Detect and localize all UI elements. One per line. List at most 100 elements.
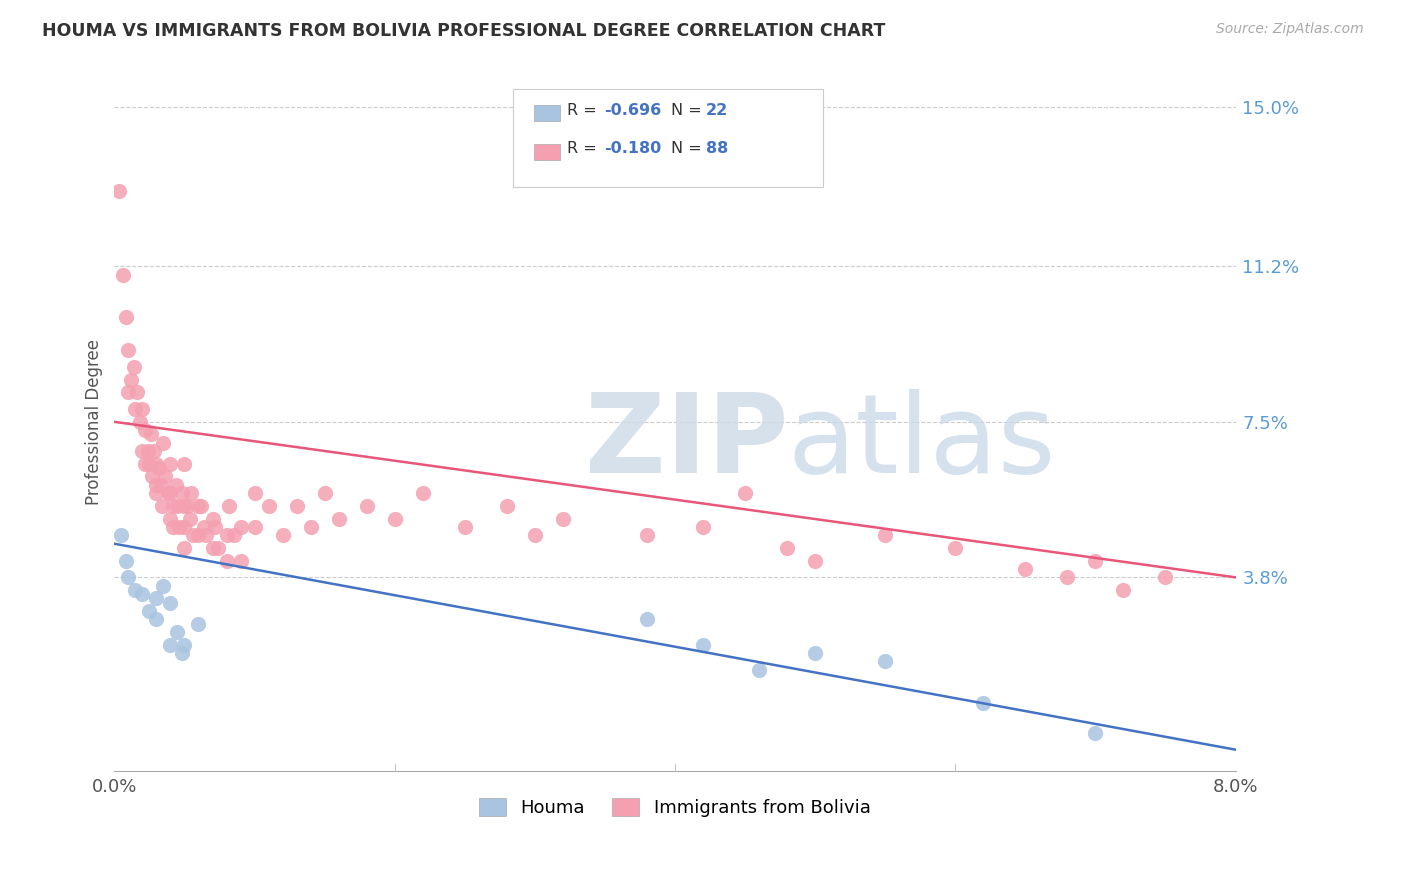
- Point: [875, 654, 897, 668]
- Point: [692, 520, 714, 534]
- Point: [194, 528, 217, 542]
- Point: [748, 663, 770, 677]
- Text: R =: R =: [567, 142, 602, 156]
- Point: [145, 612, 167, 626]
- Point: [285, 499, 308, 513]
- Point: [156, 486, 179, 500]
- Point: [1084, 726, 1107, 740]
- Point: [117, 385, 139, 400]
- Text: 22: 22: [706, 103, 728, 118]
- Point: [271, 528, 294, 542]
- Point: [120, 373, 142, 387]
- Point: [734, 486, 756, 500]
- Point: [128, 415, 150, 429]
- Point: [117, 343, 139, 358]
- Text: Source: ZipAtlas.com: Source: ZipAtlas.com: [1216, 22, 1364, 37]
- Point: [243, 486, 266, 500]
- Point: [692, 638, 714, 652]
- Point: [170, 646, 193, 660]
- Point: [131, 587, 153, 601]
- Point: [356, 499, 378, 513]
- Point: [150, 499, 173, 513]
- Point: [139, 427, 162, 442]
- Point: [138, 457, 160, 471]
- Point: [180, 486, 202, 500]
- Point: [114, 553, 136, 567]
- Point: [134, 423, 156, 437]
- Point: [159, 486, 181, 500]
- Point: [145, 591, 167, 606]
- Point: [159, 596, 181, 610]
- Point: [142, 444, 165, 458]
- Text: R =: R =: [567, 103, 602, 118]
- Point: [124, 402, 146, 417]
- Point: [167, 520, 190, 534]
- Point: [804, 646, 827, 660]
- Text: N =: N =: [671, 103, 707, 118]
- Point: [152, 579, 174, 593]
- Point: [523, 528, 546, 542]
- Point: [149, 478, 172, 492]
- Point: [636, 612, 658, 626]
- Point: [110, 528, 132, 542]
- Point: [257, 499, 280, 513]
- Point: [222, 528, 245, 542]
- Point: [162, 499, 184, 513]
- Text: ZIP: ZIP: [585, 389, 789, 496]
- Y-axis label: Professional Degree: Professional Degree: [86, 339, 103, 505]
- Point: [972, 697, 994, 711]
- Point: [804, 553, 827, 567]
- Point: [215, 553, 238, 567]
- Point: [107, 184, 129, 198]
- Point: [134, 457, 156, 471]
- Point: [173, 499, 195, 513]
- Text: atlas: atlas: [787, 389, 1056, 496]
- Point: [636, 528, 658, 542]
- Point: [218, 499, 240, 513]
- Point: [170, 486, 193, 500]
- Point: [159, 457, 181, 471]
- Point: [153, 469, 176, 483]
- Point: [117, 570, 139, 584]
- Point: [190, 499, 212, 513]
- Point: [165, 478, 187, 492]
- Point: [166, 499, 188, 513]
- Text: -0.696: -0.696: [605, 103, 662, 118]
- Point: [122, 360, 145, 375]
- Point: [328, 511, 350, 525]
- Point: [181, 528, 204, 542]
- Point: [114, 310, 136, 324]
- Point: [201, 541, 224, 555]
- Text: -0.180: -0.180: [605, 142, 662, 156]
- Point: [229, 553, 252, 567]
- Point: [131, 444, 153, 458]
- Text: 88: 88: [706, 142, 728, 156]
- Point: [1154, 570, 1177, 584]
- Point: [173, 457, 195, 471]
- Point: [215, 528, 238, 542]
- Point: [776, 541, 799, 555]
- Point: [173, 520, 195, 534]
- Point: [207, 541, 229, 555]
- Point: [454, 520, 477, 534]
- Point: [875, 528, 897, 542]
- Point: [943, 541, 966, 555]
- Text: HOUMA VS IMMIGRANTS FROM BOLIVIA PROFESSIONAL DEGREE CORRELATION CHART: HOUMA VS IMMIGRANTS FROM BOLIVIA PROFESS…: [42, 22, 886, 40]
- Point: [314, 486, 336, 500]
- Point: [1084, 553, 1107, 567]
- Point: [187, 499, 209, 513]
- Point: [131, 402, 153, 417]
- Point: [179, 511, 201, 525]
- Point: [166, 625, 188, 640]
- Point: [412, 486, 434, 500]
- Point: [187, 528, 209, 542]
- Point: [141, 469, 163, 483]
- Point: [159, 638, 181, 652]
- Point: [145, 478, 167, 492]
- Point: [159, 511, 181, 525]
- Point: [173, 638, 195, 652]
- Point: [124, 582, 146, 597]
- Point: [145, 486, 167, 500]
- Point: [138, 604, 160, 618]
- Point: [136, 444, 159, 458]
